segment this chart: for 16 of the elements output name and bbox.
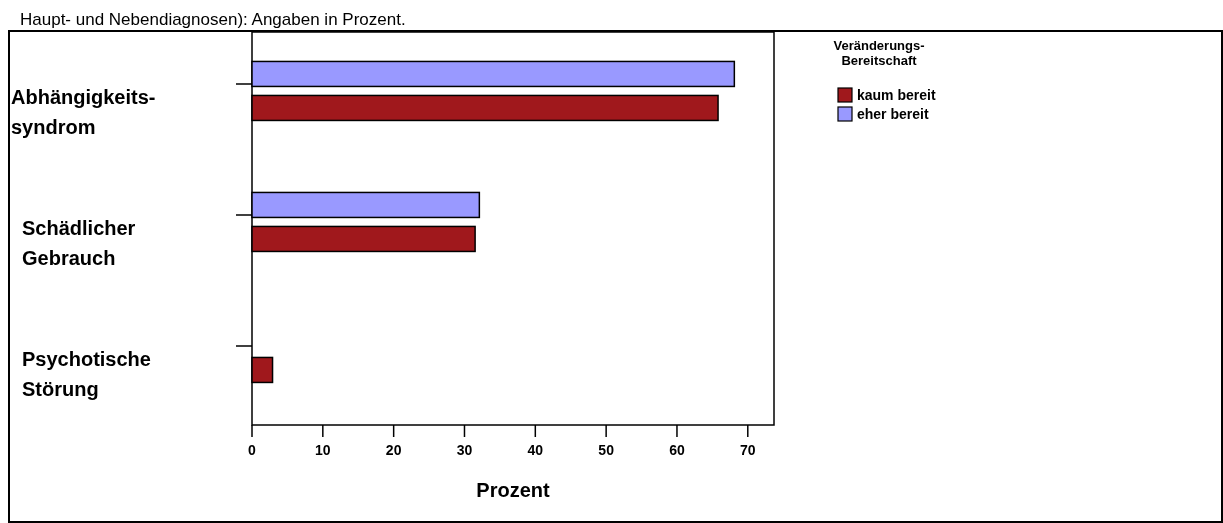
x-tick-label: 0	[248, 442, 257, 458]
legend-title: Veränderungs- Bereitschaft	[833, 38, 925, 68]
x-tick-label: 10	[315, 442, 331, 458]
legend-label: eher bereit	[857, 106, 929, 122]
x-tick-label: 30	[456, 442, 473, 458]
y-tick-label: Abhängigkeits- syndrom	[11, 85, 156, 138]
x-tick-label: 50	[598, 442, 615, 458]
y-tick-label: Schädlicher Gebrauch	[22, 216, 136, 269]
chart-title: Haupt- und Nebendiagnosen): Angaben in Prozent.	[20, 10, 406, 29]
x-tick-label: 40	[527, 442, 544, 458]
x-tick-label: 20	[385, 442, 402, 458]
x-tick-label: 60	[669, 442, 685, 458]
legend-label: kaum bereit	[857, 87, 936, 103]
x-axis-title: Prozent	[476, 479, 551, 501]
x-tick-label: 70	[740, 442, 756, 458]
y-tick-label: Psychotische Störung	[22, 347, 151, 400]
